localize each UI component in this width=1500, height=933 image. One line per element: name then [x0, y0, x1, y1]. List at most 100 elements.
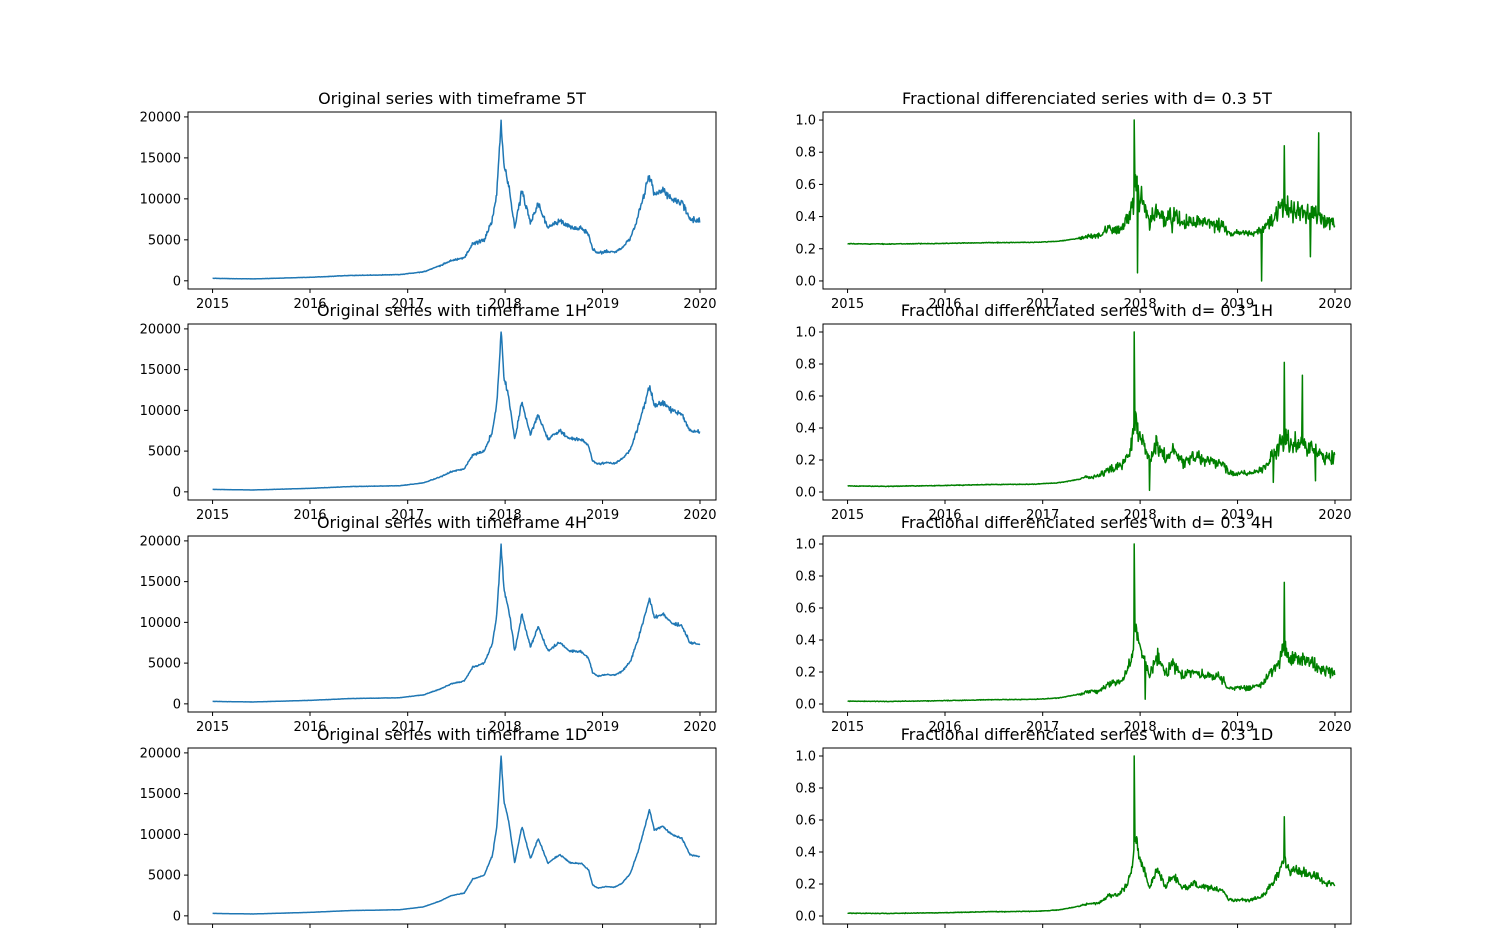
y-tick-label: 0.8: [795, 570, 816, 585]
x-tick-label: 2017: [1026, 508, 1059, 523]
y-tick-label: 0.0: [795, 910, 816, 925]
x-tick-label: 2015: [196, 508, 229, 523]
subplot-title: Original series with timeframe 5T: [318, 89, 586, 108]
x-tick-label: 2019: [1221, 720, 1254, 735]
x-tick-label: 2019: [586, 297, 619, 312]
subplot-4: 2015 2016 2017 2018 2019 2020 0.0 0.2 0.4 0.6 0.8 1…: [795, 301, 1351, 523]
y-tick-label: 0.4: [795, 634, 816, 649]
y-tick-label: 15000: [140, 151, 181, 166]
y-tick-label: 0.6: [795, 178, 816, 193]
subplot-8: 0.0 0.2 0.4 0.6 0.8 1.0 Fractional differencia…: [795, 725, 1352, 928]
y-tick-label: 0.2: [795, 878, 816, 893]
y-tick-label: 0.2: [795, 666, 816, 681]
y-tick-label: 0.6: [795, 602, 816, 617]
x-tick-label: 2017: [1026, 297, 1059, 312]
series-line: [847, 755, 1336, 915]
x-tick-label: 2018: [489, 508, 522, 523]
x-tick-label: 2019: [586, 720, 619, 735]
y-tick-label: 5000: [148, 445, 181, 460]
x-tick-label: 2018: [1124, 297, 1157, 312]
x-tick-label: 2018: [1124, 720, 1157, 735]
x-tick-label: 2017: [391, 508, 424, 523]
y-tick-label: 0.8: [795, 146, 816, 161]
series-line: [212, 755, 701, 915]
x-tick-label: 2019: [1221, 508, 1254, 523]
axes-frame: [822, 323, 1352, 501]
subplot-2: 2015 2016 2017 2018 2019 2020 0.0 0.2 0.4 0.6 0.8 1…: [795, 89, 1351, 312]
x-tick-label: 2017: [391, 720, 424, 735]
x-tick-label: 2020: [683, 720, 716, 735]
subplot-title: Fractional differenciated series with d=…: [901, 301, 1273, 320]
y-tick-label: 10000: [140, 828, 181, 843]
series-line: [212, 331, 701, 491]
axes-frame: [187, 747, 717, 925]
y-tick-label: 0.4: [795, 210, 816, 225]
y-tick-label: 20000: [140, 110, 181, 125]
axes-frame: [187, 111, 717, 290]
x-tick-label: 2017: [391, 297, 424, 312]
subplot-1: 2015 2016 2017 2018 2019 2020 0 5000 10000 15000 2…: [140, 89, 717, 312]
axes-frame: [822, 747, 1352, 925]
y-tick-label: 1.0: [795, 750, 816, 765]
x-tick-label: 2016: [293, 297, 326, 312]
subplot-title: Original series with timeframe 1H: [317, 301, 587, 320]
x-tick-label: 2015: [196, 720, 229, 735]
y-tick-label: 20000: [140, 322, 181, 337]
subplot-title: Original series with timeframe 4H: [317, 513, 587, 532]
subplot-6: 2015 2016 2017 2018 2019 2020 0.0 0.2 0.4 0.6 0.8 1…: [795, 513, 1351, 735]
y-tick-label: 0: [173, 274, 181, 289]
x-tick-label: 2020: [1318, 508, 1351, 523]
y-tick-label: 0.2: [795, 454, 816, 469]
y-tick-label: 0.4: [795, 422, 816, 437]
x-tick-label: 2015: [196, 297, 229, 312]
axes-frame: [187, 323, 717, 501]
y-tick-label: 1.0: [795, 114, 816, 129]
x-tick-label: 2015: [831, 508, 864, 523]
y-tick-label: 0: [173, 697, 181, 712]
series-line: [847, 543, 1336, 703]
x-tick-label: 2018: [489, 720, 522, 735]
subplot-7: 0 5000 10000 15000 20000 Original series with…: [140, 725, 717, 928]
y-tick-label: 5000: [148, 657, 181, 672]
x-tick-label: 2016: [293, 720, 326, 735]
x-tick-label: 2018: [1124, 508, 1157, 523]
x-tick-label: 2020: [683, 508, 716, 523]
y-tick-label: 0.4: [795, 846, 816, 861]
subplot-title: Fractional differenciated series with d=…: [901, 725, 1273, 744]
x-tick-label: 2019: [586, 508, 619, 523]
subplot-title: Fractional differenciated series with d=…: [902, 89, 1272, 108]
y-tick-label: 0.2: [795, 242, 816, 257]
y-tick-label: 20000: [140, 534, 181, 549]
subplot-title: Fractional differenciated series with d=…: [901, 513, 1273, 532]
y-tick-label: 0.0: [795, 486, 816, 501]
x-tick-label: 2016: [928, 720, 961, 735]
x-tick-label: 2018: [489, 297, 522, 312]
x-tick-label: 2020: [1318, 720, 1351, 735]
y-tick-label: 20000: [140, 746, 181, 761]
axes-frame: [822, 111, 1352, 290]
y-tick-label: 0.6: [795, 814, 816, 829]
y-tick-label: 0.0: [795, 698, 816, 713]
series-line: [212, 543, 701, 703]
x-tick-label: 2020: [1318, 297, 1351, 312]
x-tick-label: 2016: [293, 508, 326, 523]
series-line: [847, 119, 1336, 282]
x-tick-label: 2017: [1026, 720, 1059, 735]
y-tick-label: 0.6: [795, 390, 816, 405]
y-tick-label: 15000: [140, 363, 181, 378]
y-tick-label: 1.0: [795, 326, 816, 341]
y-tick-label: 0: [173, 485, 181, 500]
y-tick-label: 1.0: [795, 538, 816, 553]
y-tick-label: 0: [173, 909, 181, 924]
y-tick-label: 0.8: [795, 358, 816, 373]
y-tick-label: 10000: [140, 616, 181, 631]
series-line: [847, 331, 1336, 492]
y-tick-label: 10000: [140, 192, 181, 207]
x-tick-label: 2020: [683, 297, 716, 312]
x-tick-label: 2015: [831, 720, 864, 735]
y-tick-label: 0.8: [795, 782, 816, 797]
y-tick-label: 5000: [148, 869, 181, 884]
x-tick-label: 2016: [928, 508, 961, 523]
